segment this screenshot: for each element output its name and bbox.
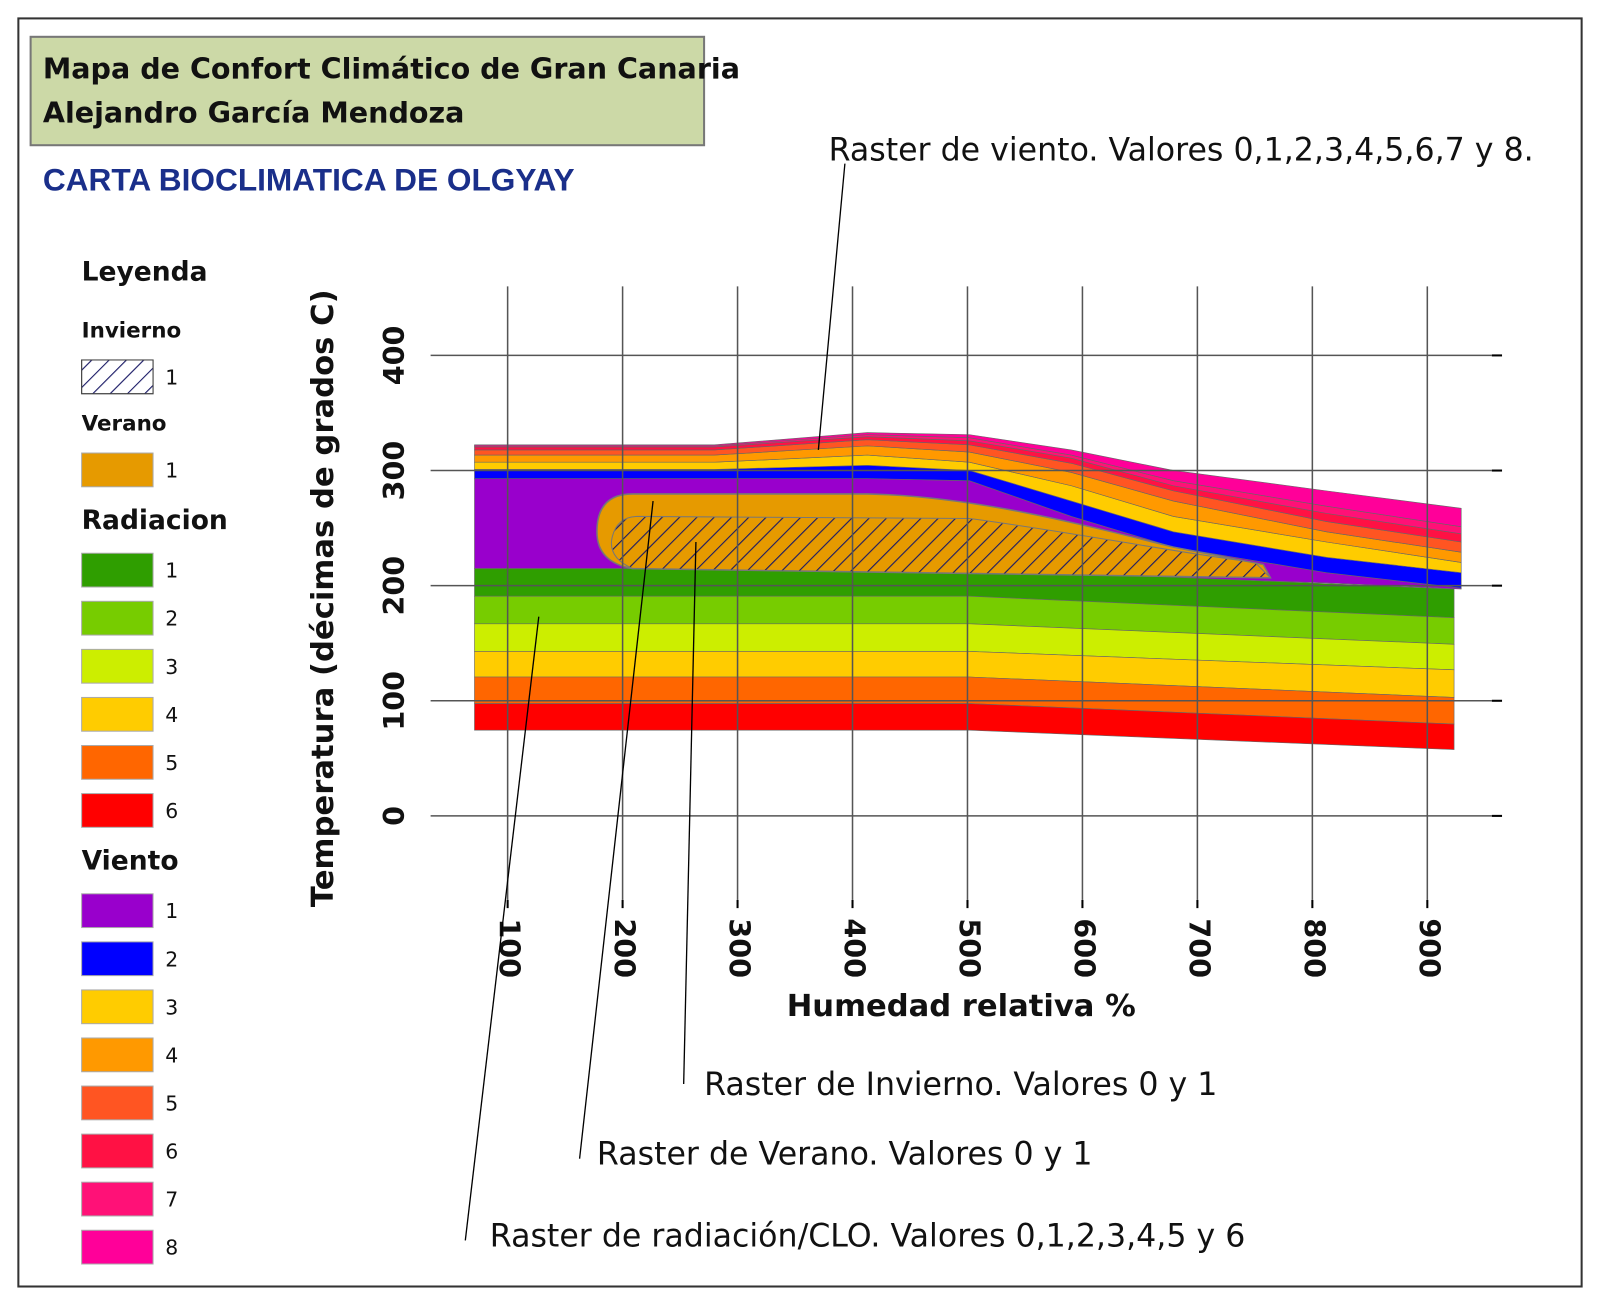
regions (474, 432, 1462, 750)
header-box (29, 35, 706, 147)
header-line: Alejandro García Mendoza (43, 96, 465, 130)
x-tick-label: 100 (493, 918, 527, 978)
legend-label: 2 (165, 607, 178, 631)
x-tick-label: 900 (1412, 918, 1446, 978)
legend-swatch (81, 1037, 154, 1073)
legend-swatch (81, 941, 154, 977)
chart-title: CARTA BIOCLIMATICA DE OLGYAY (43, 161, 575, 197)
legend-label: 1 (165, 458, 178, 482)
legend-title: Leyenda (82, 257, 208, 288)
leader-line (683, 541, 697, 1085)
legend-swatch (81, 989, 154, 1025)
legend-swatch (81, 600, 154, 636)
x-tick-label: 500 (952, 918, 986, 978)
x-tick-label: 800 (1297, 918, 1331, 978)
leader-line (578, 501, 654, 1159)
legend-label: 2 (165, 947, 178, 971)
legend-swatch (81, 893, 154, 929)
legend-group-title: Viento (82, 846, 179, 877)
leader-line (817, 163, 846, 451)
legend-label: 3 (165, 995, 178, 1019)
legend-group-title: Invierno (82, 318, 182, 343)
legend-swatch (81, 452, 154, 488)
grid: 0 100 200 300 400 100 200 300 400 500 600 700 800 900 (377, 286, 1503, 978)
legend-swatch (81, 648, 154, 684)
x-tick-label: 300 (723, 918, 757, 978)
legend-swatch (81, 359, 154, 395)
legend-swatch (81, 1133, 154, 1169)
legend-label: 6 (165, 799, 178, 823)
y-axis-label: Temperatura (décimas de grados C) (306, 289, 341, 907)
radiation-region (474, 703, 1455, 750)
legend-label: 3 (165, 655, 178, 679)
legend-swatch (81, 1229, 154, 1265)
legend-swatch (81, 793, 154, 828)
annotation: Raster de Invierno. Valores 0 y 1 (704, 1067, 1217, 1103)
legend-label: 1 (165, 365, 178, 389)
legend-label: 5 (165, 751, 178, 775)
legend-swatch (81, 1085, 154, 1121)
legend-label: 1 (165, 899, 178, 923)
y-tick-label: 0 (377, 806, 411, 826)
annotation: Raster de viento. Valores 0,1,2,3,4,5,6,… (829, 132, 1534, 168)
legend-label: 7 (165, 1188, 178, 1212)
legend-swatch (81, 552, 154, 588)
legend-label: 4 (165, 1043, 178, 1067)
y-tick-label: 200 (377, 556, 411, 616)
y-tick-label: 100 (377, 671, 411, 731)
legend-group-title: Radiacion (82, 505, 228, 536)
winter-region (610, 515, 1272, 579)
legend-label: 5 (165, 1091, 178, 1115)
x-tick-label: 600 (1067, 918, 1101, 978)
x-axis-label: Humedad relativa % (787, 989, 1136, 1024)
annotation: Raster de Verano. Valores 0 y 1 (597, 1137, 1093, 1173)
annotation: Raster de radiación/CLO. Valores 0,1,2,3… (490, 1218, 1246, 1254)
legend: Invierno 1 Verano 1 Radiacion 1 2 3 4 5 6 Viento 1 2 3… (81, 318, 228, 1265)
legend-label: 8 (165, 1236, 178, 1260)
wind-region (474, 432, 1462, 528)
legend-swatch (81, 1181, 154, 1217)
legend-label: 6 (165, 1140, 178, 1164)
legend-swatch (81, 745, 154, 780)
x-tick-label: 700 (1182, 918, 1216, 978)
y-tick-label: 400 (377, 326, 411, 386)
header-line: Mapa de Confort Climático de Gran Canari… (43, 52, 740, 86)
legend-label: 4 (165, 703, 178, 727)
x-tick-label: 200 (608, 918, 642, 978)
y-tick-label: 300 (377, 441, 411, 501)
annotations: Raster de viento. Valores 0,1,2,3,4,5,6,… (464, 132, 1534, 1254)
leader-line (464, 616, 540, 1241)
x-tick-label: 400 (838, 918, 872, 978)
legend-group-title: Verano (82, 411, 167, 436)
legend-label: 1 (165, 559, 178, 583)
legend-swatch (81, 696, 154, 732)
